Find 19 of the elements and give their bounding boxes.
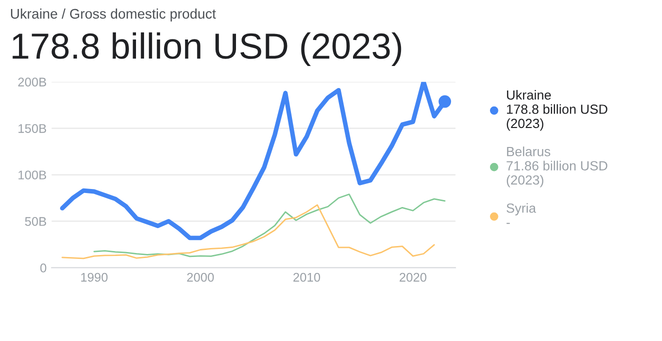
y-tick-label: 100B [18,170,46,180]
y-tick-label: 200B [18,78,46,86]
x-tick-label: 2010 [293,272,320,282]
x-tick-label: 2020 [400,272,426,282]
line-series [62,204,435,260]
x-tick-label: 1990 [81,272,108,282]
chart-subtitle: Ukraine / Gross domestic product [11,8,216,22]
text: Ukraine [507,90,551,100]
y-tick-label: 0 [40,263,46,272]
text: - [506,222,510,224]
text: Belarus [507,146,550,156]
y-tick-label: 50B [25,217,46,226]
y-tick-label: 150B [18,124,46,133]
line-series [93,194,446,258]
text: 178.8 billion USD (2023) [506,104,608,131]
x-tick-label: 2000 [187,272,214,282]
legend-label: Syria [506,203,536,216]
text: 71.86 billion USD (2023) [506,160,608,188]
chart-title: 178.8 billion USD (2023) [12,32,402,66]
